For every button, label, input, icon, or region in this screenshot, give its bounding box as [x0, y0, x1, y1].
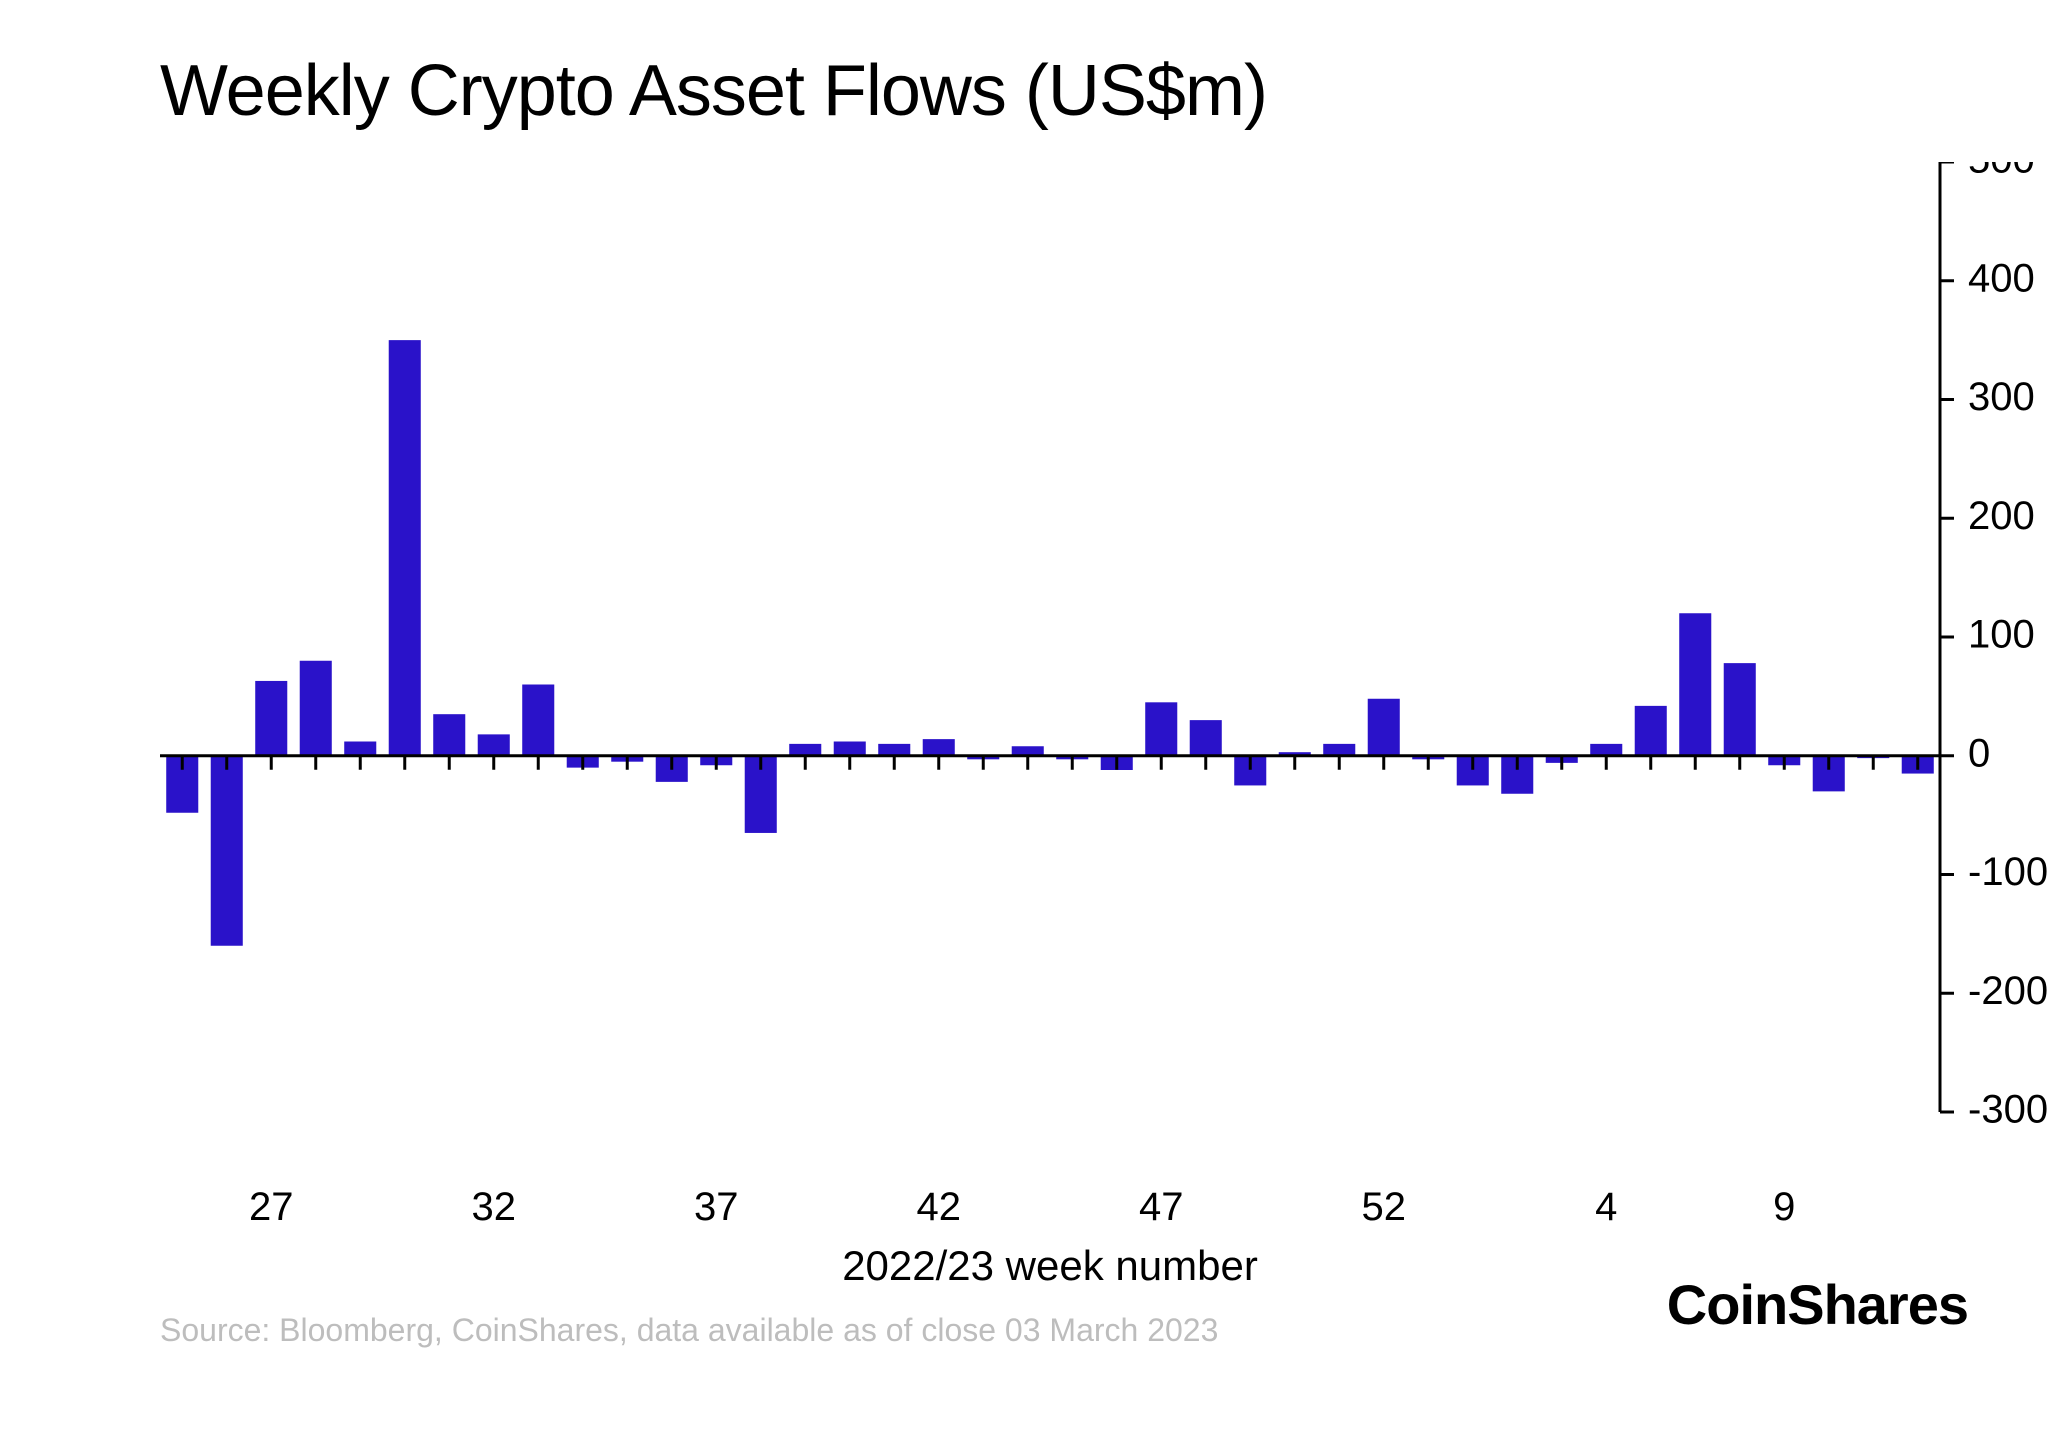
- chart-plot-area: 27323742475249-300-200-10001002003004005…: [160, 162, 1980, 1242]
- bar: [1145, 702, 1177, 755]
- bar: [834, 742, 866, 756]
- x-tick-label: 42: [917, 1185, 962, 1229]
- bar: [389, 340, 421, 756]
- y-tick-label: -100: [1968, 850, 2048, 894]
- x-tick-label: 9: [1773, 1185, 1795, 1229]
- x-tick-label: 32: [472, 1185, 517, 1229]
- bar: [1368, 699, 1400, 756]
- y-tick-label: 300: [1968, 375, 2035, 419]
- x-tick-label: 37: [694, 1185, 739, 1229]
- bar: [255, 681, 287, 756]
- y-tick-label: -300: [1968, 1088, 2048, 1132]
- bar: [344, 742, 376, 756]
- bar: [211, 756, 243, 946]
- bar: [1323, 744, 1355, 756]
- bar: [478, 734, 510, 755]
- x-tick-label: 27: [249, 1185, 294, 1229]
- y-tick-label: 100: [1968, 613, 2035, 657]
- bar: [923, 739, 955, 756]
- y-tick-label: 500: [1968, 162, 2035, 182]
- bar: [1724, 663, 1756, 756]
- bar: [1679, 613, 1711, 756]
- x-axis-label: 2022/23 week number: [800, 1242, 1300, 1290]
- bar: [1590, 744, 1622, 756]
- bar: [300, 661, 332, 756]
- bar: [433, 714, 465, 756]
- y-tick-label: 400: [1968, 256, 2035, 300]
- y-tick-label: 0: [1968, 731, 1990, 775]
- source-text: Source: Bloomberg, CoinShares, data avai…: [160, 1312, 1218, 1349]
- bar: [522, 685, 554, 756]
- bar: [1190, 720, 1222, 756]
- bar: [789, 744, 821, 756]
- y-tick-label: -200: [1968, 969, 2048, 1013]
- brand-logo-text: CoinShares: [1667, 1272, 1968, 1337]
- x-tick-label: 47: [1139, 1185, 1184, 1229]
- chart-container: Weekly Crypto Asset Flows (US$m) 27 32 37 4…: [0, 0, 2048, 1450]
- chart-title: Weekly Crypto Asset Flows (US$m): [160, 50, 1968, 132]
- x-tick-label: 52: [1362, 1185, 1407, 1229]
- y-tick-label: 200: [1968, 494, 2035, 538]
- bar: [1635, 706, 1667, 756]
- x-tick-label: 4: [1595, 1185, 1617, 1229]
- bar-chart-svg: 27 32 37 42 47 52 4 9 -300 -200 -100 0 100 200 300 400 5…: [160, 162, 2048, 1262]
- bar: [878, 744, 910, 756]
